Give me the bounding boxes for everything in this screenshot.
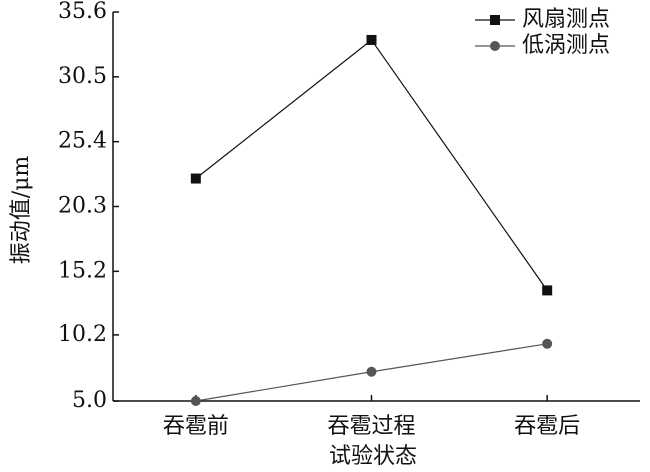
- series-line: [195, 39, 548, 291]
- x-axis-label: 试验状态: [329, 444, 417, 469]
- y-tick-label: 25.4: [58, 129, 107, 154]
- data-point: [366, 34, 377, 45]
- y-axis-label: 振动值/μm: [9, 156, 34, 265]
- legend-label: 风扇测点: [522, 7, 610, 32]
- y-tick-label: 10.2: [58, 322, 107, 347]
- data-point: [542, 338, 553, 349]
- data-point: [490, 41, 500, 51]
- y-tick-label: 30.5: [58, 64, 107, 89]
- data-point: [366, 366, 377, 377]
- data-point: [190, 396, 201, 406]
- data-point: [190, 173, 201, 184]
- x-tick-label: 吞雹前: [163, 414, 229, 439]
- y-tick-label: 35.6: [58, 0, 107, 24]
- x-tick-label: 吞雹后: [514, 414, 580, 439]
- y-tick-label: 5.0: [72, 388, 107, 413]
- legend-label: 低涡测点: [522, 33, 610, 58]
- data-point: [490, 15, 500, 25]
- x-tick-label: 吞雹过程: [327, 414, 415, 439]
- y-tick-label: 20.3: [58, 194, 107, 219]
- data-point: [542, 285, 553, 296]
- y-tick-label: 15.2: [58, 258, 107, 283]
